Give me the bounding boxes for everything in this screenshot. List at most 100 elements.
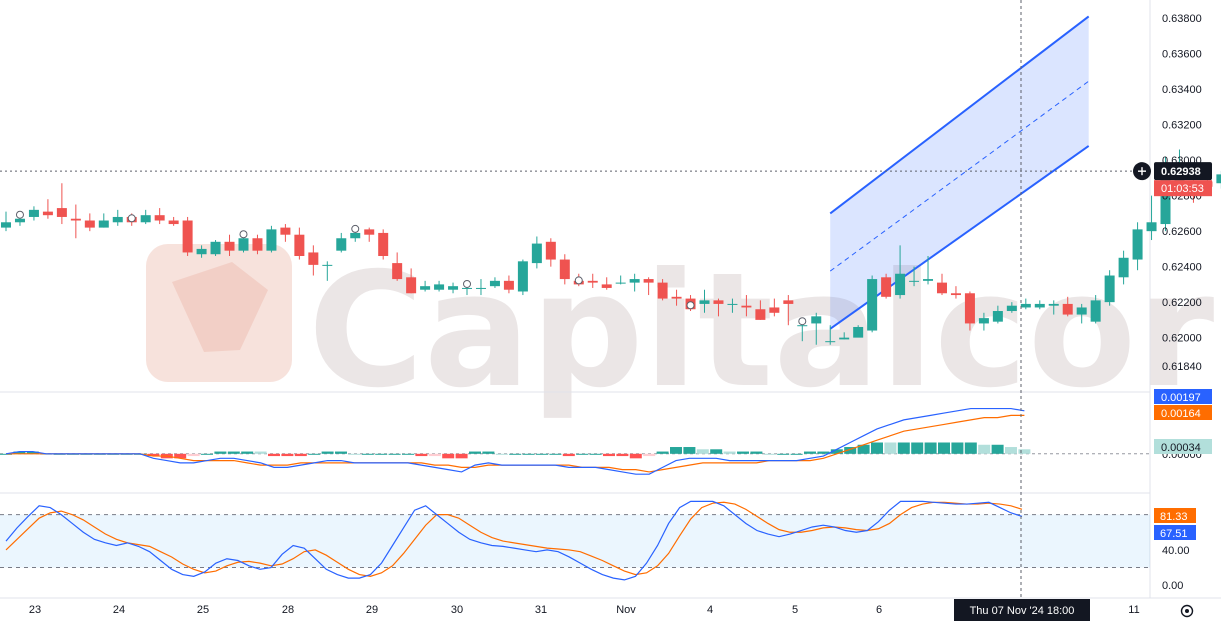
macd-histogram-bar	[469, 451, 481, 454]
event-marker	[127, 214, 136, 223]
price-tick-label: 0.63600	[1162, 49, 1202, 61]
macd-histogram-bar	[241, 451, 254, 454]
candle-body	[811, 316, 822, 324]
time-tick-label: 30	[451, 604, 463, 616]
macd-histogram-bar	[536, 453, 548, 455]
macd-histogram-bar	[616, 453, 629, 457]
stoch-k-badge	[1154, 508, 1196, 523]
macd-value-badge	[1154, 389, 1212, 404]
candle-body	[643, 279, 654, 283]
event-marker	[686, 301, 695, 310]
candle-body	[154, 215, 165, 221]
macd-histogram-bar	[294, 453, 307, 457]
candle-body	[839, 337, 850, 340]
macd-histogram-bar	[562, 453, 575, 457]
candle-body	[978, 318, 989, 324]
time-tick-label: 25	[197, 604, 209, 616]
candle-body	[657, 282, 668, 299]
price-tick-label: 0.63200	[1162, 120, 1202, 132]
crosshair: Thu 07 Nov '24 18:00	[954, 0, 1090, 621]
macd-histogram-bar	[964, 442, 977, 454]
candle-body	[531, 243, 542, 264]
macd-histogram-bar	[308, 453, 321, 455]
candle-body	[1034, 303, 1045, 308]
hist-value-label: 0.00034	[1161, 442, 1201, 454]
macd-histogram-bar	[696, 449, 709, 454]
hist-value-badge	[1154, 439, 1212, 454]
candle-body	[1160, 176, 1171, 225]
crosshair-time-badge	[954, 599, 1090, 621]
stoch-d-badge	[1154, 525, 1196, 540]
price-tick-label: 0.61840	[1162, 361, 1202, 373]
candle-body	[1132, 229, 1143, 260]
macd-histogram-bar	[482, 451, 495, 454]
candle-body	[56, 208, 67, 217]
watermark: Capitalcore	[146, 239, 1221, 423]
candle-body	[98, 220, 109, 228]
macd-histogram-bar	[804, 451, 816, 454]
candle-body	[224, 241, 235, 251]
macd-histogram-bar	[455, 453, 468, 459]
candle-body	[1006, 305, 1017, 312]
gear-icon[interactable]	[1180, 604, 1194, 618]
macd-histogram-bar	[495, 453, 508, 455]
candle-body	[70, 218, 81, 221]
candle-body	[1, 222, 11, 228]
candle-body	[797, 325, 808, 327]
time-tick-label: 24	[113, 604, 125, 616]
candle-body	[545, 241, 556, 260]
signal-value-label: 0.00164	[1161, 408, 1201, 420]
candle-body	[923, 279, 934, 281]
candle-body	[825, 341, 836, 343]
macd-histogram-bar	[321, 451, 334, 454]
candle-body	[489, 280, 500, 287]
candle-body	[755, 309, 766, 320]
stoch-k-label: 81.33	[1160, 511, 1188, 523]
candle-body	[615, 282, 626, 284]
candle-body	[587, 280, 598, 283]
candle-body	[783, 300, 794, 304]
candle-body	[1062, 303, 1073, 315]
macd-histogram-bar	[281, 453, 294, 457]
price-axis[interactable]: 0.638000.636000.634000.632000.630000.628…	[0, 13, 1212, 373]
candle-body	[517, 261, 528, 292]
macd-histogram-bar	[388, 453, 401, 455]
event-marker	[239, 230, 248, 239]
macd-histogram-bar	[1005, 447, 1017, 454]
candle-body	[350, 232, 361, 239]
macd-histogram-bar	[670, 447, 682, 454]
price-tick-label: 0.62200	[1162, 297, 1202, 309]
macd-histogram-bar	[402, 453, 414, 455]
macd-histogram-bar	[254, 451, 267, 454]
candle-body	[196, 248, 207, 255]
candle-body	[448, 286, 459, 290]
candle-body	[950, 293, 961, 296]
macd-histogram-bar	[268, 453, 280, 457]
macd-histogram-bar	[871, 442, 883, 454]
macd-histogram-bar	[790, 453, 803, 455]
candle-body	[28, 209, 39, 217]
macd-histogram-bar	[187, 453, 200, 457]
macd-histogram-bar	[375, 453, 388, 455]
macd-histogram-bar	[911, 442, 924, 454]
macd-histogram-bar	[951, 442, 964, 454]
candle-body	[378, 232, 389, 256]
candle-body	[853, 326, 864, 338]
macd-histogram-bar	[227, 451, 240, 454]
time-tick-label: 4	[707, 604, 713, 616]
stoch-k-line	[5, 500, 1023, 581]
macd-histogram-bar	[174, 453, 187, 459]
time-axis[interactable]: 23 24 25 28 29 30 31 Nov 4 5 6 11	[0, 597, 1221, 618]
macd-histogram-bar	[924, 442, 937, 454]
macd-line	[5, 407, 1025, 475]
candle-body	[336, 238, 347, 251]
candle-body	[406, 277, 417, 294]
time-tick-label: 28	[282, 604, 294, 616]
candle-body	[867, 279, 878, 331]
candle-body	[1090, 300, 1101, 322]
candle-body	[434, 284, 445, 290]
macd-histogram-bar	[777, 453, 790, 455]
macd-histogram-bar	[991, 444, 1004, 454]
